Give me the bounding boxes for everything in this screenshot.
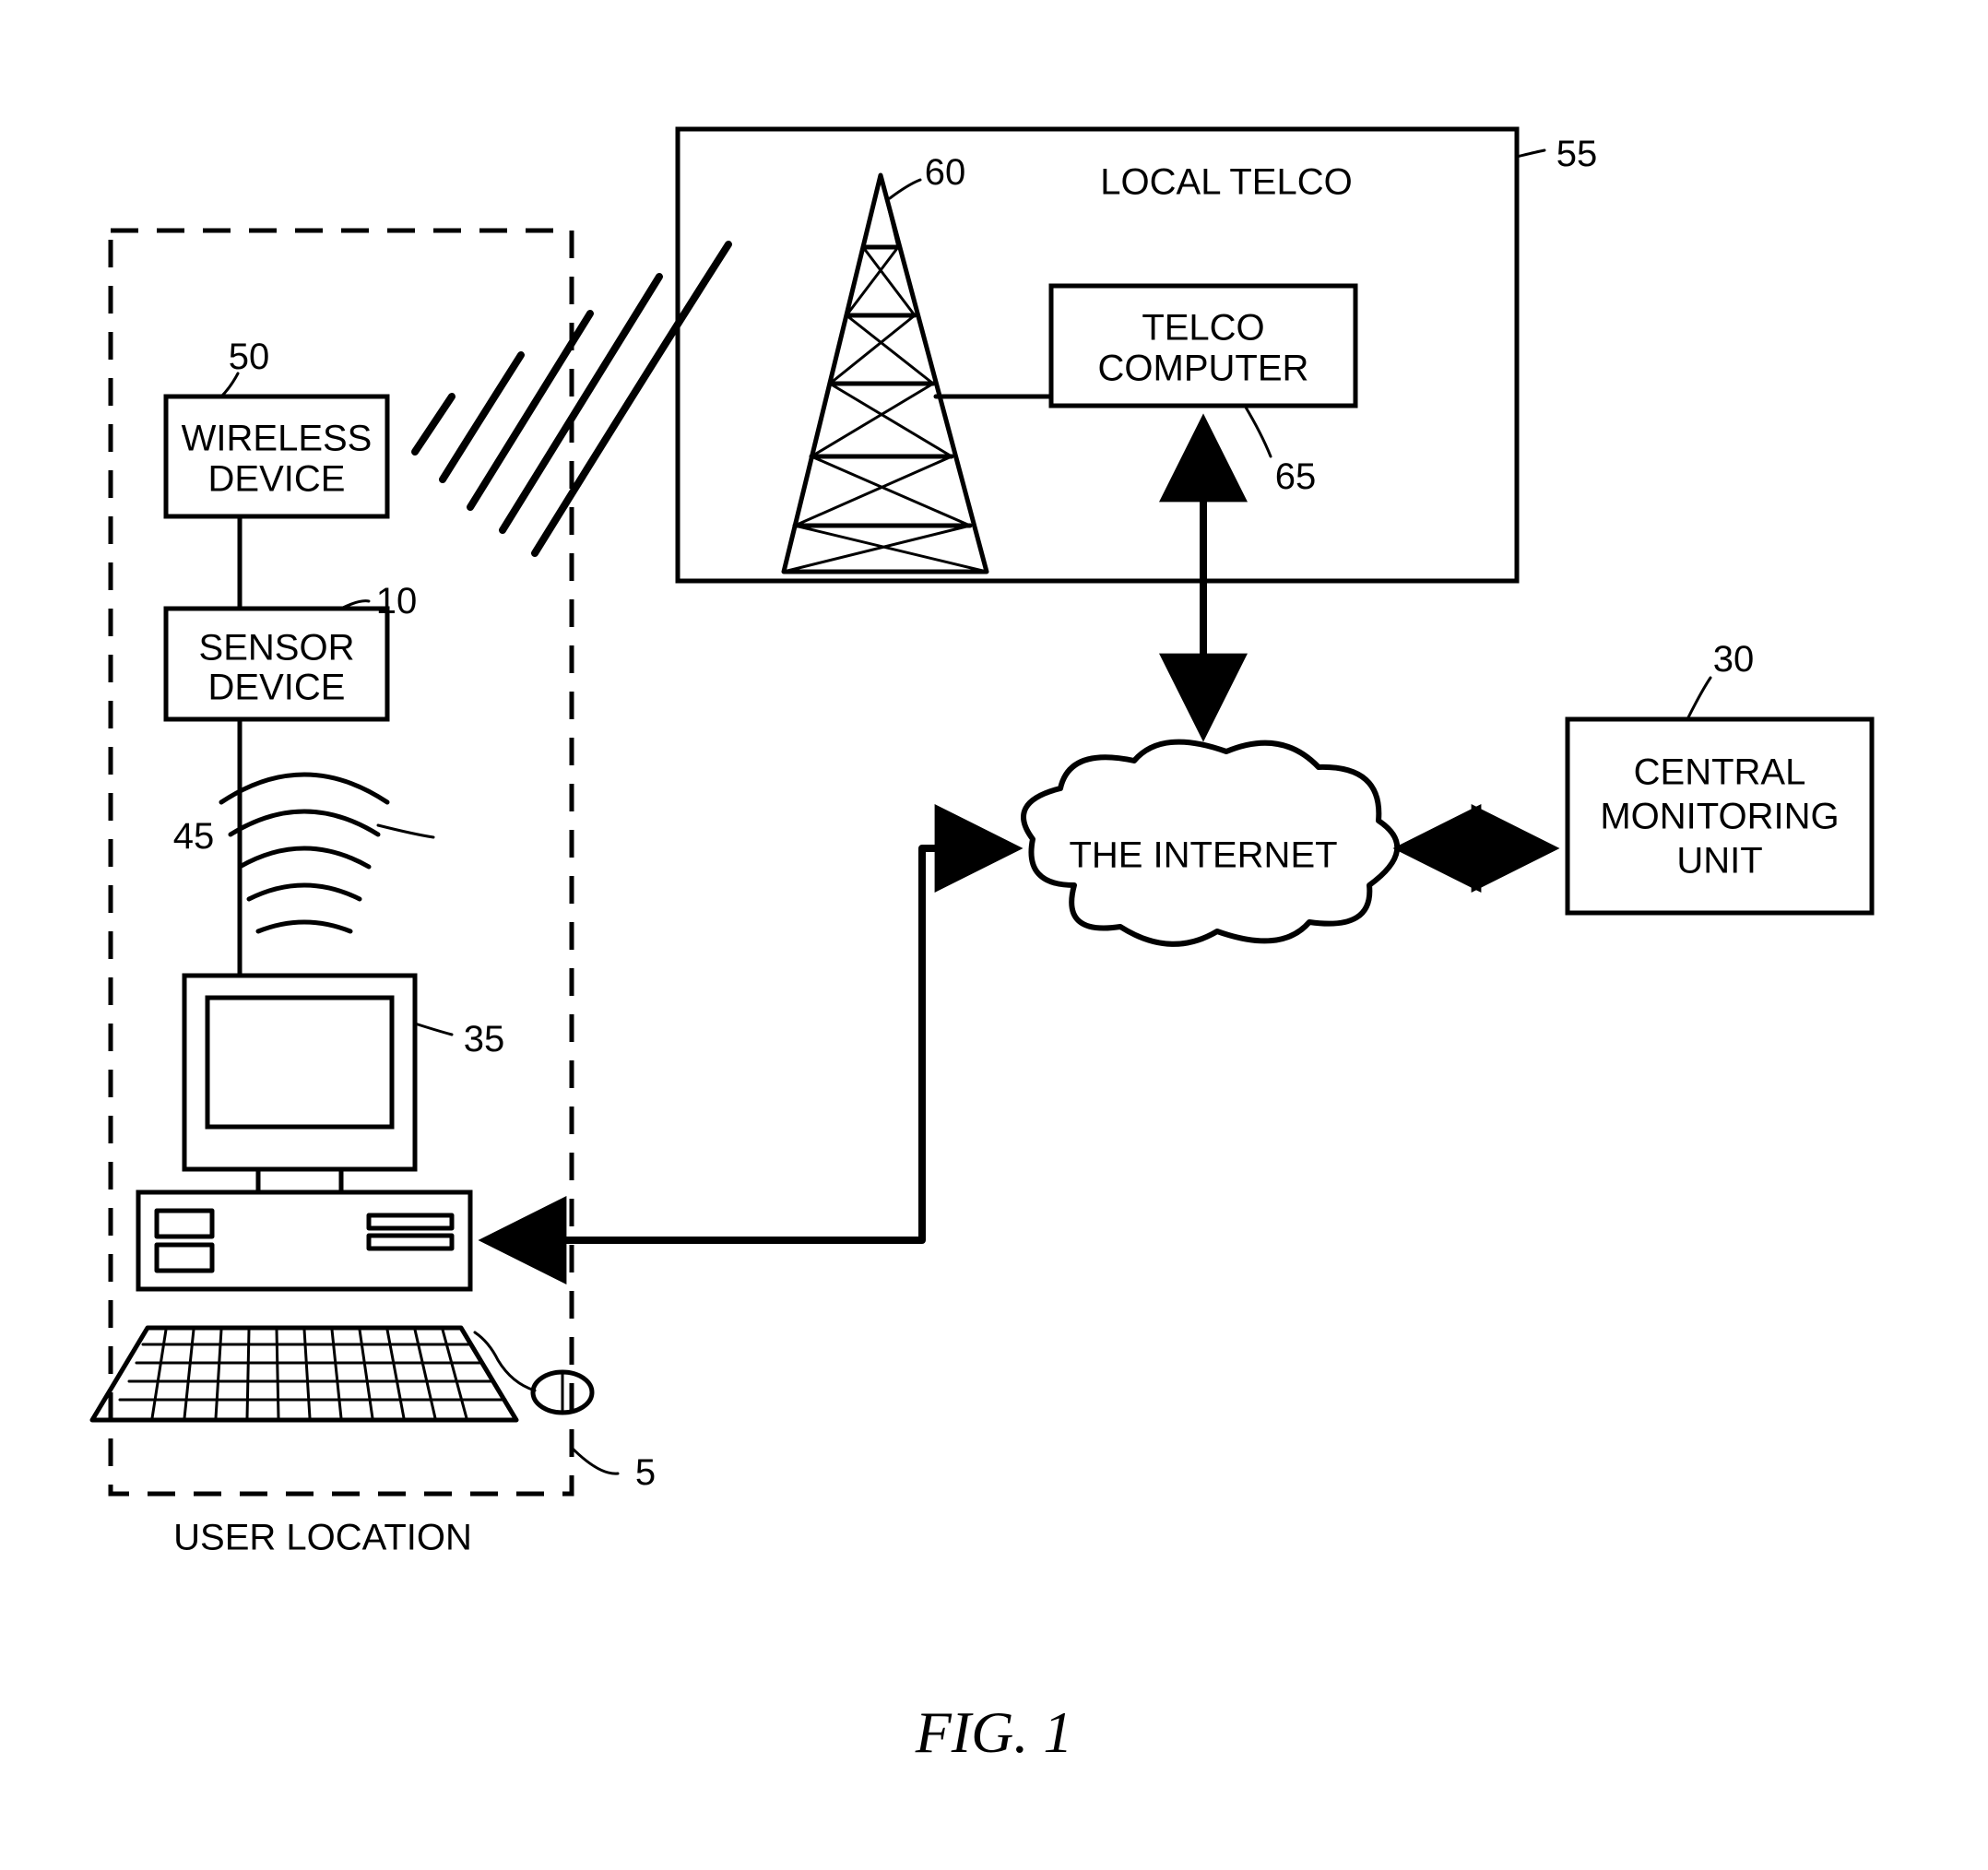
cmu-label-2: MONITORING	[1600, 797, 1839, 837]
leader-5	[572, 1448, 618, 1474]
ref-60: 60	[925, 152, 966, 193]
leader-30	[1687, 678, 1710, 719]
leader-35	[415, 1024, 452, 1035]
diagram-canvas: USER LOCATION 5 WIRELESS DEVICE 50 SENSO…	[0, 0, 1988, 1870]
pc-icon	[92, 976, 592, 1420]
telco-computer-label-2: COMPUTER	[1098, 349, 1309, 389]
sensor-device-label-1: SENSOR	[199, 628, 355, 669]
edge-pc-internet	[487, 848, 1014, 1240]
ref-35: 35	[464, 1019, 505, 1059]
local-telco-label: LOCAL TELCO	[1100, 162, 1352, 203]
leader-45	[378, 825, 433, 837]
wireless-device-label-1: WIRELESS	[182, 419, 373, 459]
leader-55	[1517, 150, 1544, 157]
cmu-label-1: CENTRAL	[1634, 752, 1806, 793]
cmu-label-3: UNIT	[1676, 841, 1762, 882]
sensor-device-label-2: DEVICE	[208, 668, 346, 708]
ref-50: 50	[229, 337, 270, 377]
wireless-small-icon	[221, 775, 387, 931]
wireless-device-label-2: DEVICE	[208, 459, 346, 500]
user-location-label: USER LOCATION	[173, 1518, 472, 1558]
ref-30: 30	[1713, 639, 1755, 680]
ref-5: 5	[635, 1452, 656, 1493]
ref-10: 10	[376, 581, 418, 621]
ref-55: 55	[1556, 134, 1598, 174]
figure-label: FIG. 1	[915, 1699, 1073, 1765]
internet-label: THE INTERNET	[1069, 835, 1337, 876]
telco-computer-label-1: TELCO	[1142, 308, 1264, 349]
ref-65: 65	[1275, 456, 1317, 497]
ref-40: 45	[173, 816, 215, 857]
